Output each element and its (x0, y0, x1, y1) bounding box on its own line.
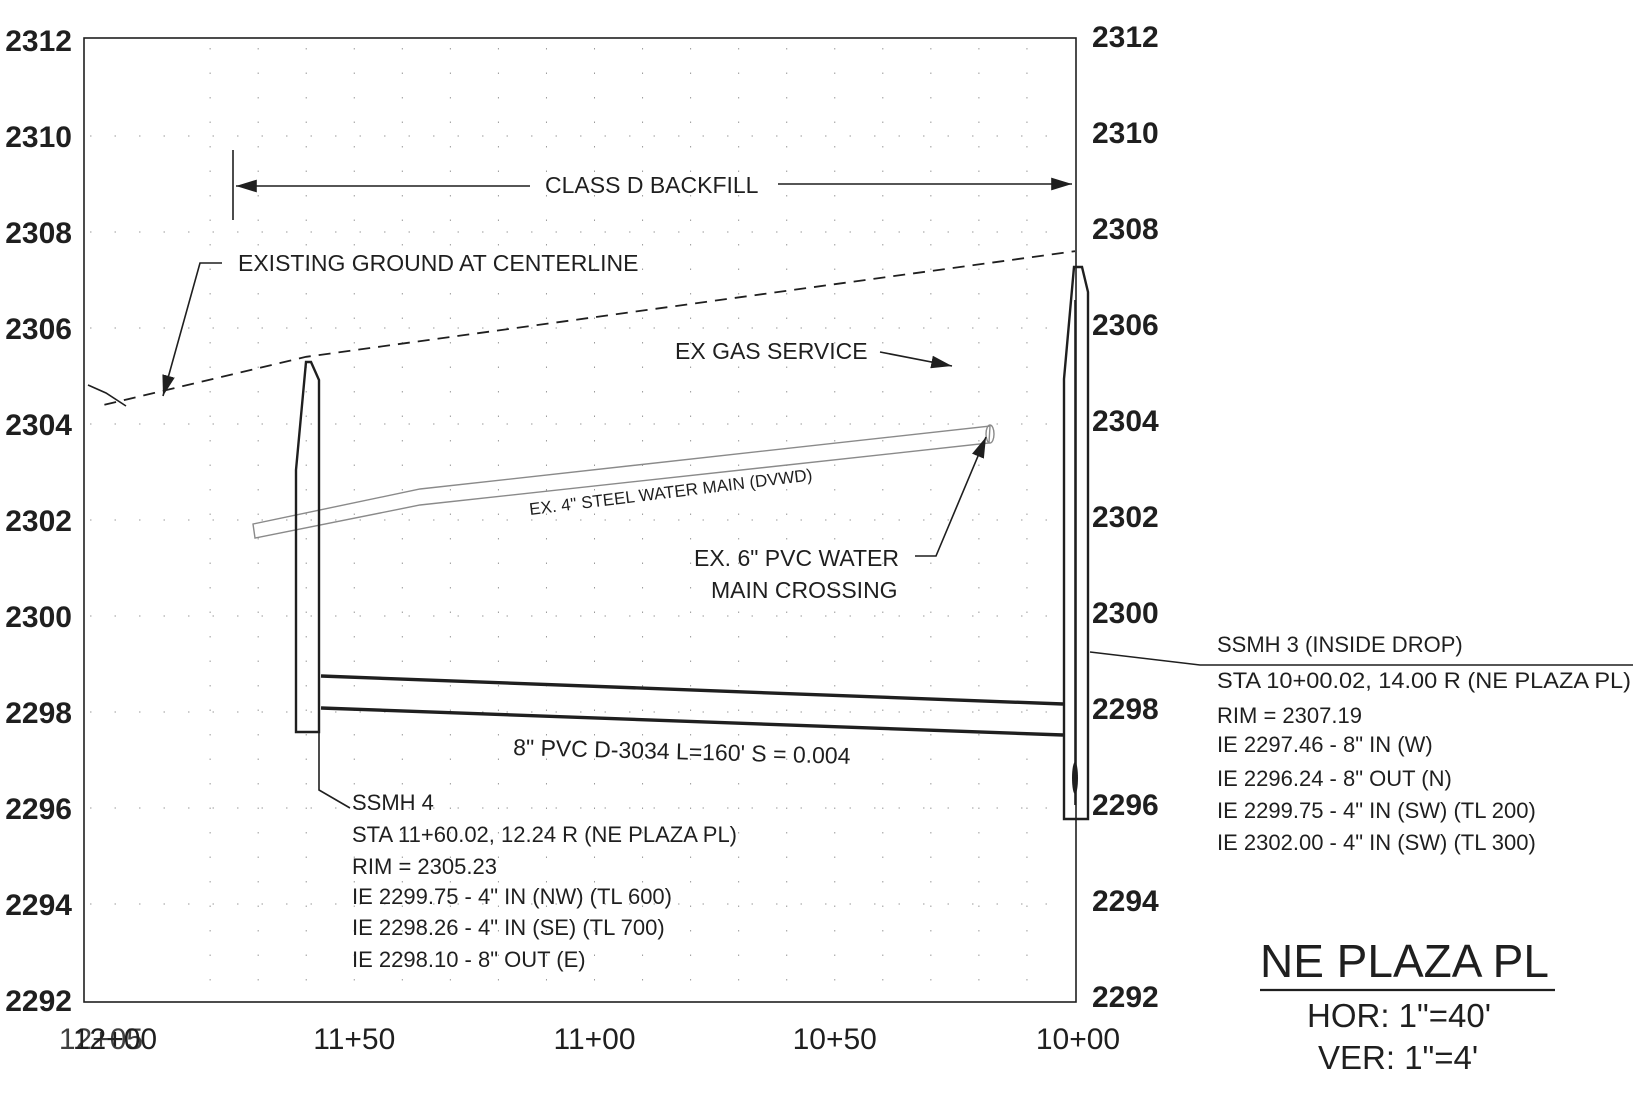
elevation-label-left: 2300 (5, 601, 72, 634)
existing-ground-leader (162, 262, 222, 397)
ground-solid-left (87, 384, 127, 407)
elevation-label-right: 2298 (1092, 693, 1159, 726)
vertical-scale: VER: 1"=4' (1318, 1039, 1478, 1076)
elevation-label-left: 2304 (5, 409, 72, 442)
elevation-label-right: 2294 (1092, 885, 1159, 918)
gas-service-leader (879, 351, 953, 369)
station-label: 10+00 (1036, 1023, 1120, 1056)
sewer-pipe-crown (320, 674, 1064, 706)
steel-water-main (252, 425, 991, 539)
ssmh3-line-3: RIM = 2307.19 (1217, 703, 1362, 728)
ssmh3-line-1: SSMH 3 (INSIDE DROP) (1217, 632, 1463, 657)
elevation-label-left: 2296 (5, 793, 72, 826)
elevation-label-left: 2306 (5, 313, 72, 346)
ssmh3-drop-outlet (1072, 762, 1078, 794)
elevation-label-left: 2302 (5, 505, 72, 538)
elevation-label-left: 2310 (5, 121, 72, 154)
station-label: 12+00 (73, 1023, 157, 1056)
elevation-label-left: 2292 (5, 985, 72, 1018)
elevation-label-left: 2294 (5, 889, 72, 922)
elevation-label-right: 2306 (1092, 309, 1159, 342)
pvc-crossing-leader (915, 436, 987, 557)
pvc-crossing-label-2: MAIN CROSSING (711, 577, 898, 603)
steel-water-main-label: EX. 4" STEEL WATER MAIN (DVWD) (528, 465, 813, 519)
street-title: NE PLAZA PL (1260, 935, 1549, 987)
ssmh4-line-5: IE 2298.26 - 4" IN (SE) (TL 700) (352, 915, 665, 940)
station-label: 11+00 (553, 1023, 635, 1056)
ssmh4-line-4: IE 2299.75 - 4" IN (NW) (TL 600) (352, 884, 672, 909)
elevation-label-left: 2308 (5, 217, 72, 250)
station-label: 10+50 (793, 1023, 877, 1056)
ssmh3-line-2: STA 10+00.02, 14.00 R (NE PLAZA PL) (1217, 668, 1631, 693)
elevation-label-right: 2302 (1092, 501, 1159, 534)
elevation-label-left: 2298 (5, 697, 72, 730)
right-elevation-labels: 2312 2310 2308 2306 2304 2302 2300 2298 2296 2294… (1092, 21, 1159, 1014)
sewer-pipe-invert (320, 706, 1064, 737)
ssmh4-line-1: SSMH 4 (352, 790, 434, 815)
existing-ground-label: EXISTING GROUND AT CENTERLINE (238, 250, 638, 276)
elevation-label-right: 2312 (1092, 21, 1159, 54)
station-label-overlap: 12+05 (59, 1023, 143, 1056)
ssmh3-line-6: IE 2299.75 - 4" IN (SW) (TL 200) (1217, 798, 1536, 823)
ssmh4-callout: SSMH 4 STA 11+60.02, 12.24 R (NE PLAZA P… (352, 790, 737, 972)
ssmh3-line-5: IE 2296.24 - 8" OUT (N) (1217, 766, 1452, 791)
elevation-label-right: 2296 (1092, 789, 1159, 822)
ssmh4-line-6: IE 2298.10 - 8" OUT (E) (352, 947, 586, 972)
gas-service-label: EX GAS SERVICE (675, 338, 868, 364)
left-elevation-labels: 2312 2310 2308 2306 2304 2302 2300 2298 2296 2294… (5, 25, 72, 1018)
ssmh3-leader (1089, 651, 1633, 666)
backfill-label: CLASS D BACKFILL (545, 172, 759, 198)
horizontal-scale: HOR: 1"=40' (1307, 997, 1491, 1034)
station-label: 11+50 (313, 1023, 395, 1056)
ssmh3-manhole (1062, 265, 1090, 821)
elevation-label-right: 2310 (1092, 117, 1159, 150)
ssmh3-line-7: IE 2302.00 - 4" IN (SW) (TL 300) (1217, 830, 1536, 855)
station-labels: 12+00 11+50 11+00 10+50 10+00 12+05 (59, 1023, 1120, 1056)
elevation-label-left: 2312 (5, 25, 72, 58)
sewer-pipe-label: 8" PVC D-3034 L=160' S = 0.004 (513, 734, 851, 769)
ssmh4-leader (318, 733, 351, 809)
dotted-grid (90, 48, 1070, 995)
pvc-crossing-label-1: EX. 6" PVC WATER (694, 545, 899, 571)
steel-water-main-end (985, 424, 995, 444)
ssmh4-manhole (294, 360, 321, 734)
ssmh4-line-2: STA 11+60.02, 12.24 R (NE PLAZA PL) (352, 822, 737, 847)
ssmh4-line-3: RIM = 2305.23 (352, 854, 497, 879)
elevation-label-right: 2308 (1092, 213, 1159, 246)
ssmh3-callout: SSMH 3 (INSIDE DROP) STA 10+00.02, 14.00… (1217, 632, 1631, 855)
ssmh3-line-4: IE 2297.46 - 8" IN (W) (1217, 732, 1433, 757)
elevation-label-right: 2300 (1092, 597, 1159, 630)
profile-frame (83, 37, 1077, 1003)
elevation-label-right: 2292 (1092, 981, 1159, 1014)
elevation-label-right: 2304 (1092, 405, 1159, 438)
